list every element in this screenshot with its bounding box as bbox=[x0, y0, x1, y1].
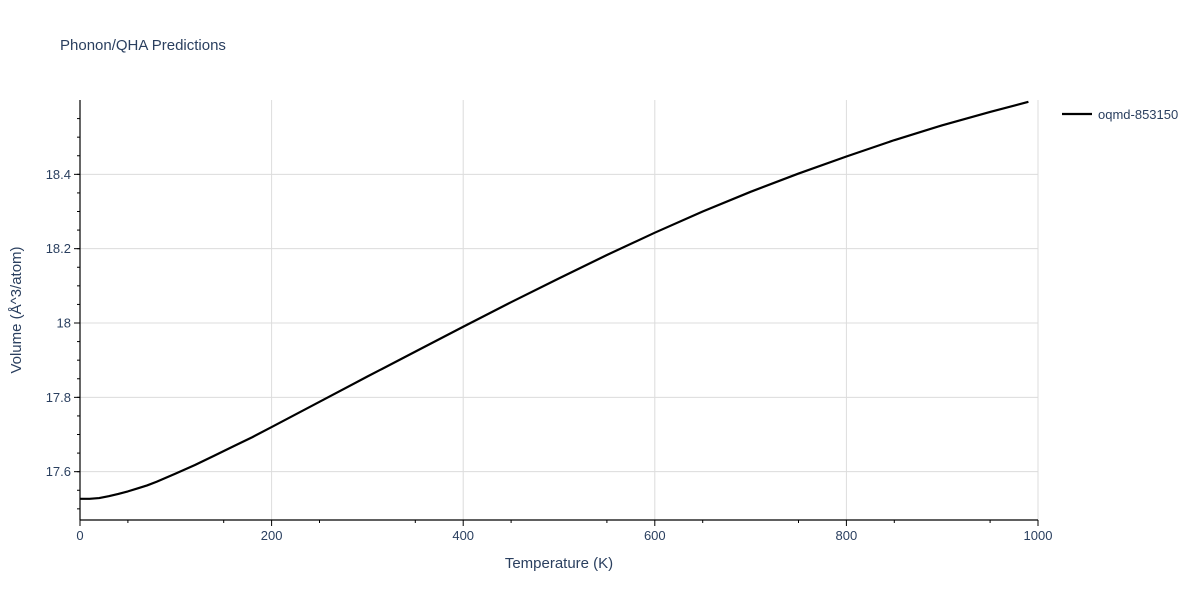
x-tick-label: 1000 bbox=[1024, 528, 1053, 543]
x-tick-label: 600 bbox=[644, 528, 666, 543]
y-tick-label: 18 bbox=[57, 316, 71, 331]
legend[interactable]: oqmd-853150 bbox=[1062, 107, 1178, 122]
x-tick-label: 400 bbox=[452, 528, 474, 543]
x-axis-title: Temperature (K) bbox=[505, 555, 613, 572]
legend-label: oqmd-853150 bbox=[1098, 107, 1178, 122]
axes: 0 200 400 600 800 1000 17.6 17.8 18 18.2 18.4 bbox=[46, 100, 1053, 543]
x-tick-label: 0 bbox=[76, 528, 83, 543]
y-tick-label: 17.8 bbox=[46, 390, 71, 405]
y-tick-label: 18.2 bbox=[46, 241, 71, 256]
series-layer bbox=[80, 100, 1029, 500]
y-tick-label: 18.4 bbox=[46, 167, 71, 182]
series-line[interactable] bbox=[80, 100, 1029, 500]
y-axis-title: Volume (Å^3/atom) bbox=[8, 246, 25, 373]
y-tick-label: 17.6 bbox=[46, 464, 71, 479]
x-tick-label: 200 bbox=[261, 528, 283, 543]
grid bbox=[80, 100, 1039, 520]
chart-title: Phonon/QHA Predictions bbox=[60, 37, 226, 54]
x-tick-label: 800 bbox=[836, 528, 858, 543]
